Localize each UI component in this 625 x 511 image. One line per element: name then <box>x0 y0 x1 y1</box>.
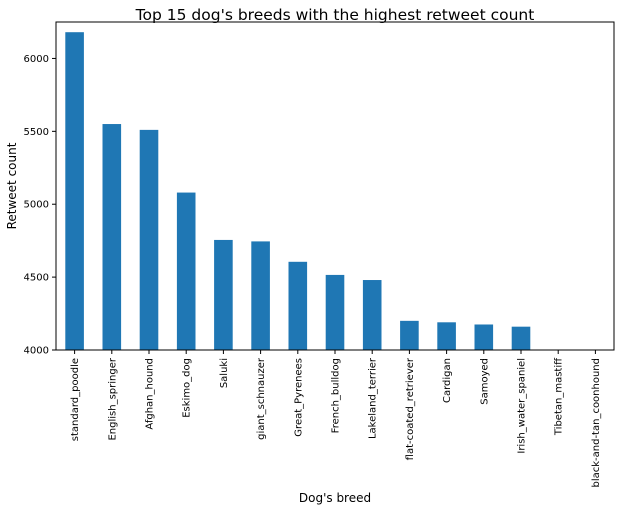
bar-Afghan_hound <box>139 129 159 350</box>
bar-Eskimo_dog <box>176 192 196 350</box>
bar-flat-coated_retriever <box>400 320 419 350</box>
bar-Irish_water_spaniel <box>511 326 531 350</box>
x-tick-label-giant_schnauzer: giant_schnauzer <box>256 357 267 440</box>
x-tick-label-Afghan_hound: Afghan_hound <box>145 358 156 430</box>
x-tick-label-Eskimo_dog: Eskimo_dog <box>182 358 193 418</box>
y-axis-label: Retweet count <box>5 142 19 229</box>
y-tick-label: 6000 <box>24 54 49 65</box>
bar-French_bulldog <box>325 274 345 350</box>
bars-group <box>65 32 531 350</box>
bar-giant_schnauzer <box>251 241 270 350</box>
x-tick-label-black-and-tan_coonhound: black-and-tan_coonhound <box>591 358 602 488</box>
bar-Cardigan <box>437 322 456 350</box>
x-tick-label-Great_Pyrenees: Great_Pyrenees <box>293 358 304 437</box>
bar-English_springer <box>102 124 122 350</box>
x-tick-label-Lakeland_terrier: Lakeland_terrier <box>368 357 379 439</box>
x-tick-label-French_bulldog: French_bulldog <box>331 358 342 433</box>
x-tick-label-standard_poodle: standard_poodle <box>70 358 81 441</box>
x-axis: standard_poodle English_springer Afghan_ho… <box>70 350 602 488</box>
bar-Saluki <box>214 239 233 350</box>
x-tick-label-Cardigan: Cardigan <box>442 358 453 403</box>
x-tick-label-Irish_water_spaniel: Irish_water_spaniel <box>517 358 528 454</box>
x-tick-label-Tibetan_mastiff: Tibetan_mastiff <box>554 357 565 436</box>
x-tick-label-Saluki: Saluki <box>219 358 230 388</box>
y-axis: 4000 4500 5000 5500 6000 <box>24 54 56 357</box>
y-tick-label: 5000 <box>24 200 49 211</box>
x-tick-label-Samoyed: Samoyed <box>479 358 490 405</box>
y-tick-label: 4000 <box>24 346 49 357</box>
bar-Lakeland_terrier <box>362 280 382 350</box>
x-tick-label-English_springer: English_springer <box>107 357 118 440</box>
x-axis-label: Dog's breed <box>299 491 371 505</box>
y-tick-label: 5500 <box>24 127 49 138</box>
chart-title: Top 15 dog's breeds with the highest ret… <box>135 6 535 24</box>
bar-Great_Pyrenees <box>288 261 308 350</box>
y-tick-label: 4500 <box>24 273 49 284</box>
bar-standard_poodle <box>65 32 84 350</box>
bar-Samoyed <box>474 324 494 350</box>
x-tick-label-flat-coated_retriever: flat-coated_retriever <box>405 357 416 460</box>
